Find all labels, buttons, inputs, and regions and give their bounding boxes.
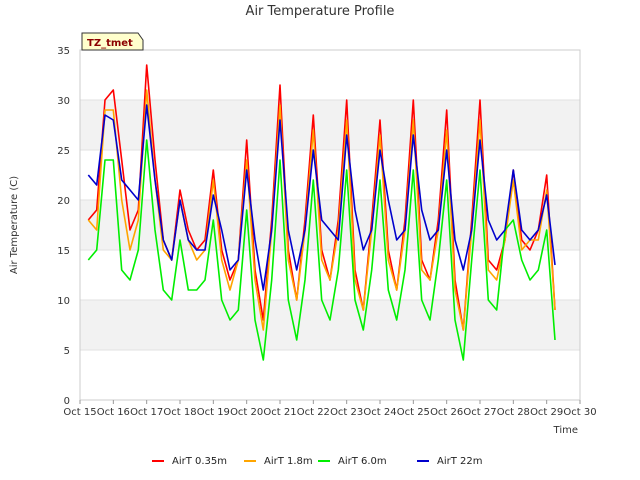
x-tick-label: Oct 30: [563, 407, 596, 418]
series-line-3: [87, 139, 556, 361]
chart-title: Air Temperature Profile: [246, 4, 395, 19]
x-tick-label: Oct 17: [130, 407, 163, 418]
legend-label: AirT 22m: [437, 456, 482, 467]
x-tick-label: Oct 18: [163, 407, 196, 418]
x-tick-label: Oct 19: [197, 407, 230, 418]
plot-band: [80, 100, 580, 150]
x-tick-label: Oct 16: [97, 407, 130, 418]
series-line-2: [87, 89, 556, 331]
y-tick-label: 20: [57, 196, 70, 207]
x-tick-label: Oct 24: [363, 407, 396, 418]
y-axis-title: Air Temperature (C): [9, 176, 20, 274]
x-tick-label: Oct 27: [463, 407, 496, 418]
y-tick-label: 35: [57, 46, 70, 57]
legend: AirT 0.35m AirT 1.8m AirT 6.0m AirT 22m: [152, 456, 482, 467]
x-tick-label: Oct 15: [63, 407, 96, 418]
y-axis: 0 5 10 15 20 25 30 35: [57, 46, 70, 407]
x-tick-label: Oct 20: [230, 407, 263, 418]
y-tick-label: 10: [57, 296, 70, 307]
y-tick-label: 5: [64, 346, 70, 357]
series-lines: [87, 64, 556, 361]
y-tick-label: 30: [57, 96, 70, 107]
series-line-4: [87, 104, 556, 291]
x-tick-label: Oct 21: [263, 407, 296, 418]
y-tick-label: 15: [57, 246, 70, 257]
legend-label: AirT 1.8m: [264, 456, 313, 467]
x-axis: Oct 15 Oct 16 Oct 17 Oct 18 Oct 19 Oct 20 Oct …: [63, 400, 597, 418]
x-tick-label: Oct 23: [330, 407, 363, 418]
plot-band: [80, 300, 580, 350]
x-tick-label: Oct 29: [530, 407, 563, 418]
legend-label: AirT 0.35m: [172, 456, 227, 467]
x-axis-title: Time: [553, 425, 578, 436]
x-tick-label: Oct 26: [430, 407, 463, 418]
plot-area-border: [79, 49, 581, 401]
site-label-box: TZ_tmet: [81, 32, 144, 51]
y-tick-label: 0: [64, 396, 70, 407]
site-label: TZ_tmet: [87, 38, 133, 49]
legend-label: AirT 6.0m: [338, 456, 387, 467]
x-tick-label: Oct 22: [297, 407, 330, 418]
y-tick-label: 25: [57, 146, 70, 157]
x-tick-label: Oct 25: [397, 407, 430, 418]
x-tick-label: Oct 28: [497, 407, 530, 418]
